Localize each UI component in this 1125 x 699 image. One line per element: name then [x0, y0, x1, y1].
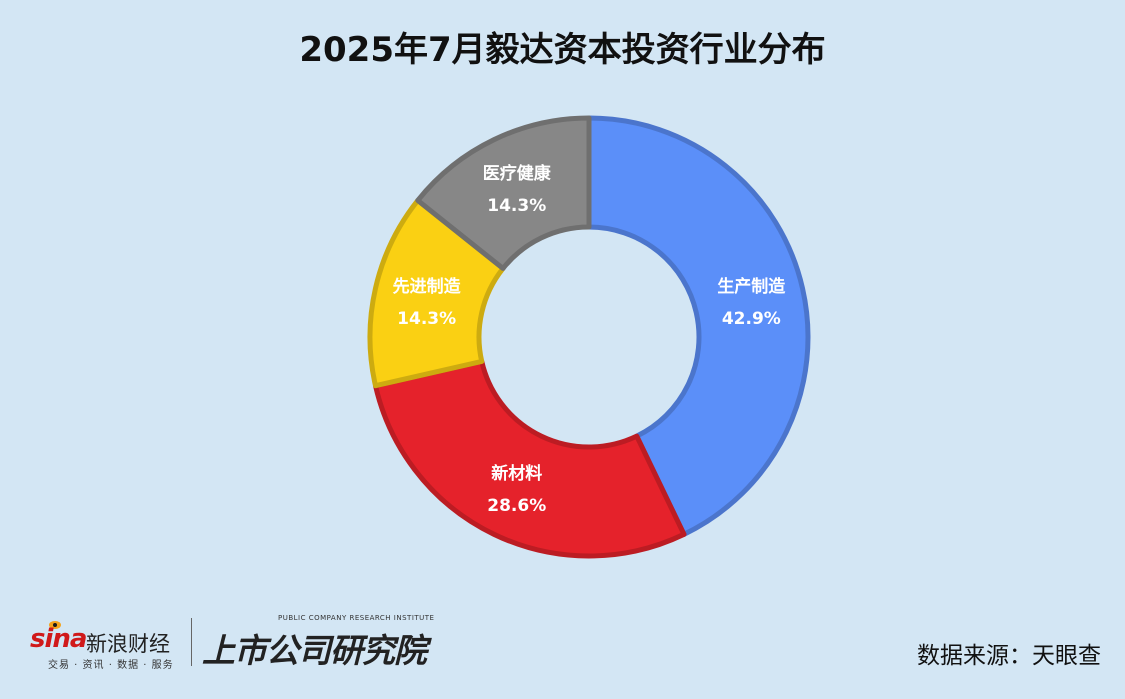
chart-title: 2025年7月毅达资本投资行业分布	[299, 30, 826, 70]
logo-divider	[191, 618, 192, 666]
slice-category-label: 新材料	[491, 463, 542, 484]
slice-value-label: 42.9%	[722, 309, 781, 329]
slice-value-label: 14.3%	[397, 309, 456, 329]
donut-slices	[367, 115, 811, 559]
slice-value-label: 28.6%	[487, 496, 546, 516]
institute-english-name: PUBLIC COMPANY RESEARCH INSTITUTE	[278, 614, 435, 622]
research-institute-logo: PUBLIC COMPANY RESEARCH INSTITUTE 上市公司研究…	[200, 614, 434, 674]
donut-slice	[372, 358, 687, 559]
sina-tagline: 交易 · 资讯 · 数据 · 服务	[48, 660, 174, 671]
footer: sina 新浪财经 交易 · 资讯 · 数据 · 服务 PUBLIC COMPA…	[0, 610, 1125, 699]
data-source: 数据来源：天眼查	[917, 643, 1101, 669]
donut-slice	[586, 115, 811, 537]
sina-eye-icon	[49, 621, 61, 629]
donut-chart: 生产制造 42.9% 新材料 28.6% 先进制造 14.3% 医疗健康 14.3%	[367, 115, 811, 559]
slice-category-label: 医疗健康	[483, 163, 552, 184]
slice-value-label: 14.3%	[487, 196, 546, 216]
sina-finance-logo: sina 新浪财经 交易 · 资讯 · 数据 · 服务	[30, 621, 180, 671]
slice-category-label: 生产制造	[717, 276, 786, 297]
slice-category-label: 先进制造	[393, 276, 462, 297]
sina-brand-text: sina	[30, 624, 87, 654]
donut-slice	[415, 115, 592, 271]
donut-labels: 生产制造 42.9% 新材料 28.6% 先进制造 14.3% 医疗健康 14.3%	[393, 163, 787, 516]
sina-finance-name: 新浪财经	[86, 632, 170, 656]
institute-chinese-name: 上市公司研究院	[202, 631, 427, 670]
